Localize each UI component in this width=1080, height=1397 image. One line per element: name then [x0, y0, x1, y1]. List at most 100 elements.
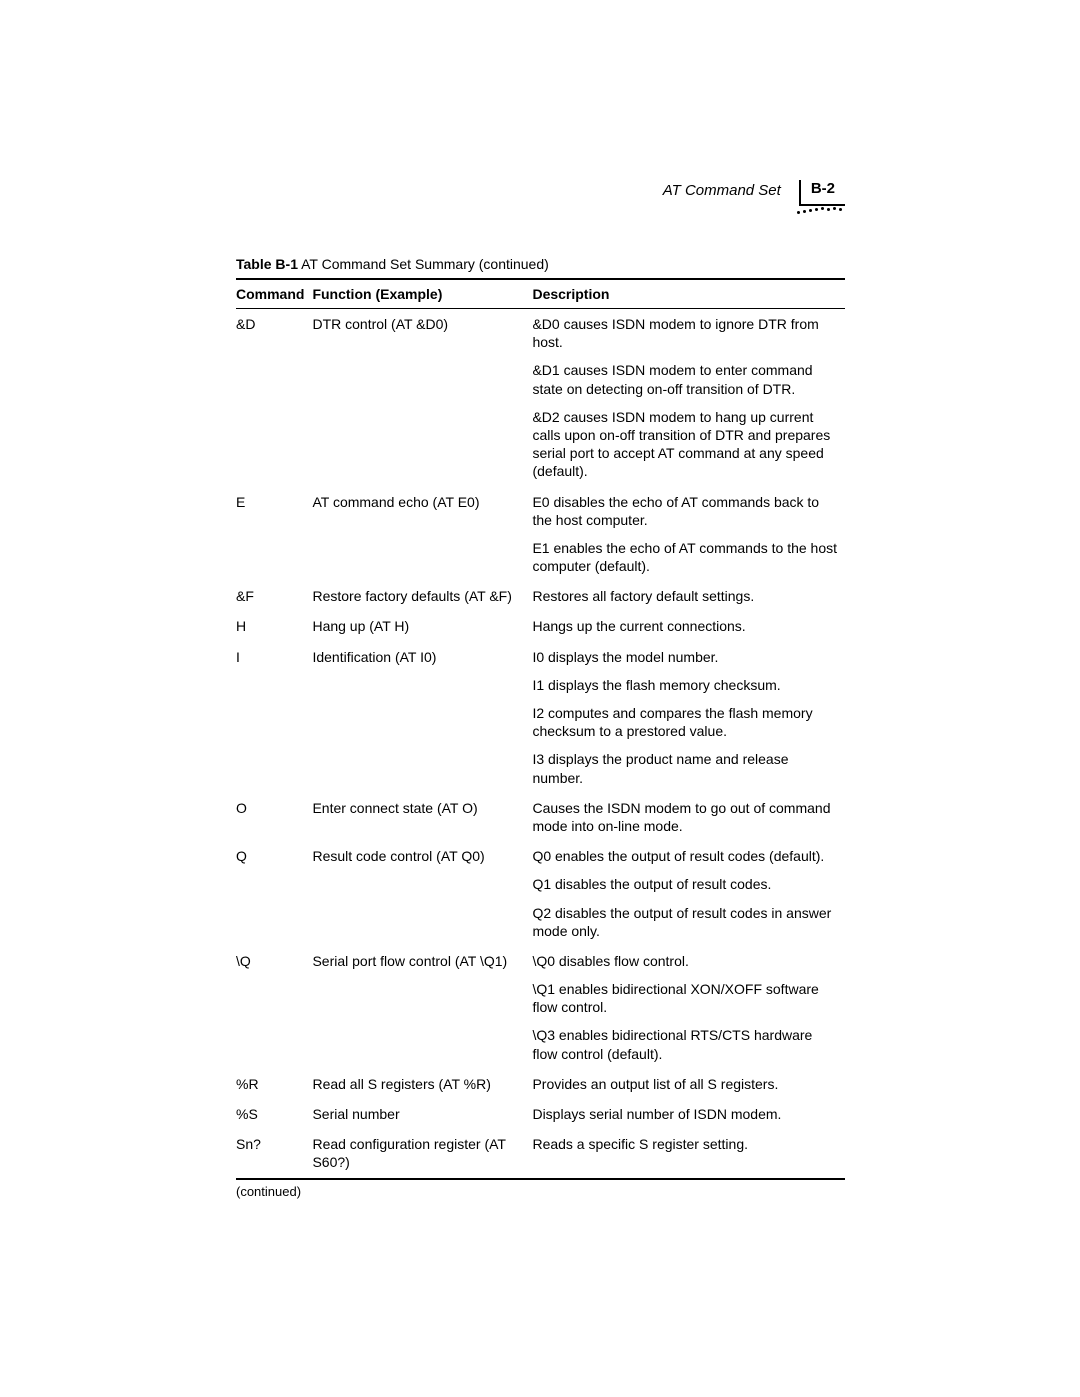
cell-function: Enter connect state (AT O): [312, 793, 532, 841]
cell-function: [312, 900, 532, 946]
cell-function: [312, 404, 532, 487]
cell-function: [312, 746, 532, 792]
cell-command: [236, 900, 312, 946]
table-row: Sn?Read configuration register (AT S60?)…: [236, 1129, 845, 1178]
cell-function: DTR control (AT &D0): [312, 309, 532, 358]
page-number-box: B-2: [799, 180, 845, 206]
cell-description: Restores all factory default settings.: [532, 581, 845, 611]
cell-function: Read all S registers (AT %R): [312, 1069, 532, 1099]
cell-command: [236, 535, 312, 581]
cell-command: [236, 700, 312, 746]
cell-description: Displays serial number of ISDN modem.: [532, 1099, 845, 1129]
cell-description: \Q0 disables flow control.: [532, 946, 845, 976]
table-row: OEnter connect state (AT O)Causes the IS…: [236, 793, 845, 841]
col-header-command: Command: [236, 279, 312, 309]
cell-description: I3 displays the product name and release…: [532, 746, 845, 792]
cell-description: E0 disables the echo of AT commands back…: [532, 487, 845, 535]
cell-function: [312, 700, 532, 746]
cell-function: [312, 357, 532, 403]
cell-description: Reads a specific S register setting.: [532, 1129, 845, 1178]
table-row: &FRestore factory defaults (AT &F)Restor…: [236, 581, 845, 611]
table-row: I3 displays the product name and release…: [236, 746, 845, 792]
cell-description: \Q1 enables bidirectional XON/XOFF softw…: [532, 976, 845, 1022]
table-caption: Table B-1 AT Command Set Summary (contin…: [236, 256, 845, 272]
cell-command: [236, 871, 312, 899]
cell-description: \Q3 enables bidirectional RTS/CTS hardwa…: [532, 1022, 845, 1068]
page-number: B-2: [811, 180, 835, 197]
table-row: &DDTR control (AT &D0)&D0 causes ISDN mo…: [236, 309, 845, 358]
table-row: Q1 disables the output of result codes.: [236, 871, 845, 899]
cell-function: AT command echo (AT E0): [312, 487, 532, 535]
cell-command: E: [236, 487, 312, 535]
cell-description: E1 enables the echo of AT commands to th…: [532, 535, 845, 581]
cell-description: Q1 disables the output of result codes.: [532, 871, 845, 899]
cell-command: %S: [236, 1099, 312, 1129]
cell-function: [312, 871, 532, 899]
cell-description: &D0 causes ISDN modem to ignore DTR from…: [532, 309, 845, 358]
continued-label: (continued): [236, 1184, 845, 1199]
table-row: HHang up (AT H)Hangs up the current conn…: [236, 611, 845, 641]
cell-command: &D: [236, 309, 312, 358]
cell-command: O: [236, 793, 312, 841]
cell-function: Restore factory defaults (AT &F): [312, 581, 532, 611]
cell-description: Q0 enables the output of result codes (d…: [532, 841, 845, 871]
cell-function: Serial port flow control (AT \Q1): [312, 946, 532, 976]
cell-description: &D2 causes ISDN modem to hang up current…: [532, 404, 845, 487]
cell-function: [312, 1022, 532, 1068]
table-row: \Q3 enables bidirectional RTS/CTS hardwa…: [236, 1022, 845, 1068]
command-table: Command Function (Example) Description &…: [236, 278, 845, 1180]
cell-command: Sn?: [236, 1129, 312, 1178]
decorative-dots: [797, 207, 842, 214]
table-row: I1 displays the flash memory checksum.: [236, 672, 845, 700]
cell-function: Identification (AT I0): [312, 642, 532, 672]
table-row: Q2 disables the output of result codes i…: [236, 900, 845, 946]
cell-description: Causes the ISDN modem to go out of comma…: [532, 793, 845, 841]
cell-function: Read configuration register (AT S60?): [312, 1129, 532, 1178]
cell-function: [312, 535, 532, 581]
cell-command: %R: [236, 1069, 312, 1099]
cell-command: H: [236, 611, 312, 641]
cell-description: Q2 disables the output of result codes i…: [532, 900, 845, 946]
table-caption-title: AT Command Set Summary (continued): [298, 256, 549, 272]
cell-description: I1 displays the flash memory checksum.: [532, 672, 845, 700]
cell-function: Hang up (AT H): [312, 611, 532, 641]
table-row: &D2 causes ISDN modem to hang up current…: [236, 404, 845, 487]
table-row: QResult code control (AT Q0)Q0 enables t…: [236, 841, 845, 871]
cell-command: Q: [236, 841, 312, 871]
col-header-function: Function (Example): [312, 279, 532, 309]
table-body: &DDTR control (AT &D0)&D0 causes ISDN mo…: [236, 309, 845, 1179]
cell-function: [312, 672, 532, 700]
table-row: &D1 causes ISDN modem to enter command s…: [236, 357, 845, 403]
section-title: AT Command Set: [663, 180, 781, 199]
table-caption-label: Table B-1: [236, 256, 298, 272]
cell-command: [236, 746, 312, 792]
cell-command: \Q: [236, 946, 312, 976]
cell-function: Serial number: [312, 1099, 532, 1129]
table-row: \QSerial port flow control (AT \Q1)\Q0 d…: [236, 946, 845, 976]
page-container: AT Command Set B-2 Table B-1 AT Command …: [0, 0, 1080, 1199]
cell-command: [236, 404, 312, 487]
table-row: \Q1 enables bidirectional XON/XOFF softw…: [236, 976, 845, 1022]
cell-description: I2 computes and compares the flash memor…: [532, 700, 845, 746]
cell-command: [236, 976, 312, 1022]
cell-description: &D1 causes ISDN modem to enter command s…: [532, 357, 845, 403]
cell-description: Hangs up the current connections.: [532, 611, 845, 641]
table-row: I2 computes and compares the flash memor…: [236, 700, 845, 746]
cell-command: [236, 672, 312, 700]
table-row: %RRead all S registers (AT %R)Provides a…: [236, 1069, 845, 1099]
table-row: EAT command echo (AT E0)E0 disables the …: [236, 487, 845, 535]
table-row: E1 enables the echo of AT commands to th…: [236, 535, 845, 581]
cell-command: &F: [236, 581, 312, 611]
cell-command: [236, 357, 312, 403]
page-header: AT Command Set B-2: [236, 180, 845, 206]
col-header-description: Description: [532, 279, 845, 309]
table-header-row: Command Function (Example) Description: [236, 279, 845, 309]
cell-function: [312, 976, 532, 1022]
cell-description: I0 displays the model number.: [532, 642, 845, 672]
cell-function: Result code control (AT Q0): [312, 841, 532, 871]
cell-command: I: [236, 642, 312, 672]
cell-description: Provides an output list of all S registe…: [532, 1069, 845, 1099]
table-row: IIdentification (AT I0)I0 displays the m…: [236, 642, 845, 672]
cell-command: [236, 1022, 312, 1068]
table-row: %SSerial numberDisplays serial number of…: [236, 1099, 845, 1129]
